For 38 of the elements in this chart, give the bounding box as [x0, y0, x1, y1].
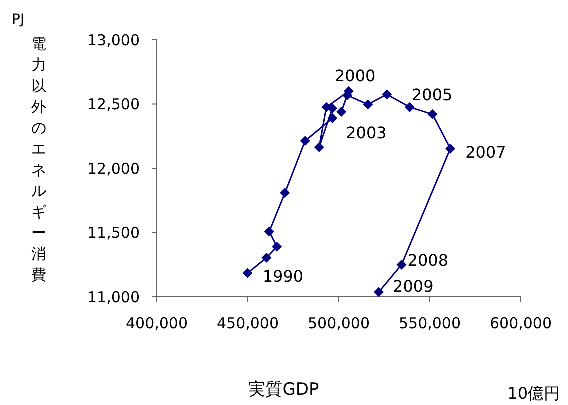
x-tick-label: 600,000: [490, 314, 552, 333]
x-axis-title: 実質GDP: [248, 380, 320, 400]
y-tick-label: 13,000: [88, 31, 140, 50]
point: [446, 144, 456, 154]
x-tick-label: 400,000: [126, 314, 188, 333]
point: [396, 260, 407, 270]
point: [382, 90, 392, 100]
x-tick-label: 450,000: [216, 314, 280, 333]
annotation: 1990: [262, 267, 304, 286]
annotation: 2007: [466, 142, 506, 162]
y-tick-label: 11,000: [88, 288, 140, 306]
point: [328, 114, 338, 124]
text: 10億円: [508, 384, 560, 405]
annotation: 2000: [335, 66, 376, 86]
y-tick-label: 12,500: [88, 96, 140, 114]
point: [242, 268, 253, 278]
annotation: 2008: [408, 250, 449, 270]
text: PJ: [12, 12, 25, 28]
annotation: 2003: [346, 124, 387, 143]
point: [322, 102, 332, 112]
x-tick-label: 500,000: [308, 314, 370, 333]
point: [264, 226, 274, 237]
point: [272, 242, 282, 252]
text: 電力以外のエネルギー消費: [32, 35, 46, 284]
point: [336, 106, 347, 117]
point: [404, 102, 415, 112]
y-tick-label: 11,500: [88, 224, 140, 242]
x-tick-label: 550,000: [398, 314, 462, 333]
point: [300, 136, 310, 146]
point: [428, 110, 438, 120]
point: [374, 287, 384, 297]
y-tick-label: 12,000: [88, 160, 140, 178]
annotation: 2009: [393, 277, 434, 296]
point: [262, 252, 272, 263]
point: [363, 100, 374, 110]
point: [314, 142, 324, 152]
annotation: 2005: [412, 85, 453, 104]
point: [280, 188, 290, 198]
